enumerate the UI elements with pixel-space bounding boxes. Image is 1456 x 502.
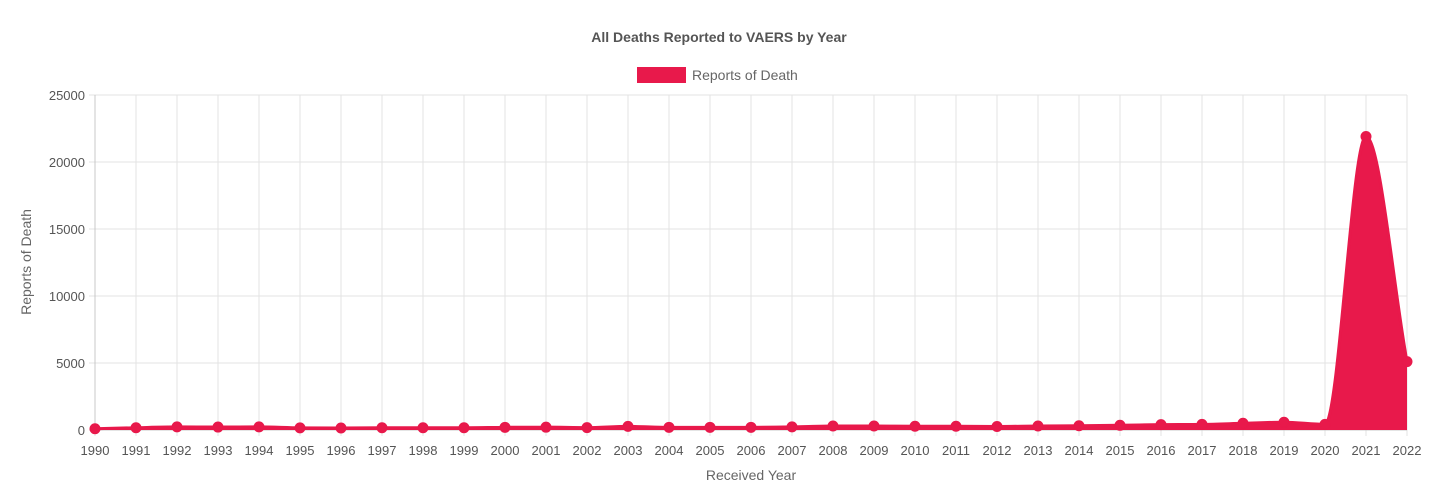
y-tick-label: 25000: [49, 88, 85, 103]
data-point-2006[interactable]: [745, 421, 757, 433]
x-tick-label: 2022: [1393, 443, 1422, 458]
x-tick-label: 2006: [737, 443, 766, 458]
x-tick-label: 2003: [614, 443, 643, 458]
x-tick-label: 2018: [1229, 443, 1258, 458]
data-point-1994[interactable]: [253, 421, 265, 433]
data-point-2009[interactable]: [868, 420, 880, 432]
data-point-2013[interactable]: [1032, 420, 1044, 432]
data-point-2007[interactable]: [786, 421, 798, 433]
x-tick-label: 2008: [819, 443, 848, 458]
x-tick-label: 2013: [1024, 443, 1053, 458]
x-tick-label: 2000: [491, 443, 520, 458]
data-point-2012[interactable]: [991, 421, 1003, 433]
legend-label: Reports of Death: [692, 67, 798, 83]
data-point-2021[interactable]: [1360, 131, 1372, 143]
y-tick-label: 10000: [49, 289, 85, 304]
x-tick-label: 2015: [1106, 443, 1135, 458]
x-tick-label: 2011: [942, 443, 970, 458]
data-point-2022[interactable]: [1401, 356, 1413, 368]
data-point-2019[interactable]: [1278, 416, 1290, 428]
x-tick-label: 2017: [1188, 443, 1217, 458]
grid: [89, 94, 1408, 436]
y-tick-label: 20000: [49, 155, 85, 170]
data-point-2020[interactable]: [1319, 418, 1331, 430]
x-tick-label: 2009: [860, 443, 889, 458]
x-tick-labels: 1990 1991 1992 1993 1994 1995 1996 1997 1998 1999…: [81, 443, 1422, 458]
x-tick-label: 2010: [901, 443, 930, 458]
data-point-2008[interactable]: [827, 420, 839, 432]
data-point-2001[interactable]: [540, 421, 552, 433]
x-tick-label: 2012: [983, 443, 1012, 458]
x-tick-label: 1996: [327, 443, 356, 458]
x-tick-label: 2019: [1270, 443, 1299, 458]
data-point-2011[interactable]: [950, 420, 962, 432]
data-point-2015[interactable]: [1114, 419, 1126, 431]
data-point-1990[interactable]: [89, 423, 101, 435]
data-point-2010[interactable]: [909, 420, 921, 432]
data-point-2014[interactable]: [1073, 420, 1085, 432]
data-point-2018[interactable]: [1237, 417, 1249, 429]
x-tick-label: 1999: [450, 443, 479, 458]
data-point-1999[interactable]: [458, 422, 470, 434]
x-tick-label: 1997: [368, 443, 397, 458]
data-point-1996[interactable]: [335, 422, 347, 434]
x-tick-label: 2005: [696, 443, 725, 458]
x-tick-label: 1998: [409, 443, 438, 458]
x-tick-label: 1991: [122, 443, 151, 458]
data-point-1995[interactable]: [294, 422, 306, 434]
x-tick-label: 2014: [1065, 443, 1094, 458]
chart-title: All Deaths Reported to VAERS by Year: [591, 29, 847, 45]
x-tick-label: 2001: [532, 443, 561, 458]
x-tick-label: 1992: [163, 443, 192, 458]
data-point-1997[interactable]: [376, 422, 388, 434]
x-tick-label: 2020: [1311, 443, 1340, 458]
x-tick-label: 2016: [1147, 443, 1176, 458]
x-tick-label: 2007: [778, 443, 807, 458]
y-tick-label: 15000: [49, 222, 85, 237]
data-point-2003[interactable]: [622, 420, 634, 432]
data-point-2004[interactable]: [663, 421, 675, 433]
legend-swatch: [637, 67, 686, 83]
x-tick-label: 1995: [286, 443, 315, 458]
data-point-1998[interactable]: [417, 422, 429, 434]
y-axis-title: Reports of Death: [18, 209, 34, 315]
x-tick-label: 2002: [573, 443, 602, 458]
data-point-2017[interactable]: [1196, 418, 1208, 430]
x-tick-label: 1994: [245, 443, 274, 458]
x-tick-label: 2021: [1352, 443, 1381, 458]
data-point-1991[interactable]: [130, 422, 142, 434]
data-point-2002[interactable]: [581, 422, 593, 434]
legend[interactable]: Reports of Death: [637, 67, 798, 83]
x-axis-title: Received Year: [706, 467, 797, 483]
x-tick-label: 2004: [655, 443, 684, 458]
data-point-2005[interactable]: [704, 421, 716, 433]
data-point-2000[interactable]: [499, 421, 511, 433]
x-tick-label: 1990: [81, 443, 110, 458]
x-tick-label: 1993: [204, 443, 233, 458]
data-point-1992[interactable]: [171, 421, 183, 433]
y-tick-label: 5000: [56, 356, 85, 371]
series-point-layer: [89, 131, 1413, 435]
y-tick-labels: 0 5000 10000 15000 20000 25000: [49, 88, 85, 438]
data-point-1993[interactable]: [212, 421, 224, 433]
data-point-2016[interactable]: [1155, 419, 1167, 431]
y-tick-label: 0: [78, 423, 85, 438]
